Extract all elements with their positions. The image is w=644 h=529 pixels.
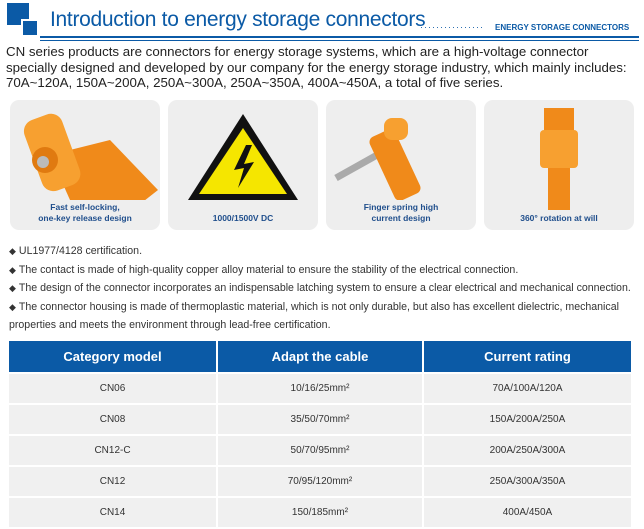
column-header: Category model	[9, 341, 217, 372]
cell-rating: 400A/450A	[423, 498, 631, 527]
cell-cable: 150/185mm²	[218, 498, 422, 527]
header-subtitle: ENERGY STORAGE CONNECTORS	[495, 23, 630, 32]
diamond-bullet-icon: ◆	[9, 301, 16, 312]
cell-model: CN14	[9, 498, 217, 527]
column-header: Adapt the cable	[218, 341, 422, 372]
feature-card-finger-spring: Finger spring high current design	[326, 100, 476, 230]
cell-model: CN08	[9, 405, 217, 434]
feature-card-self-locking: Fast self-locking, one-key release design	[10, 100, 160, 230]
bullet-item: ◆ The design of the connector incorporate…	[9, 279, 639, 298]
cell-model: CN06	[9, 374, 217, 403]
connector-angled-icon	[23, 113, 158, 200]
feature-card-voltage: 1000/1500V DC	[168, 100, 318, 230]
intro-paragraph: CN series products are connectors for en…	[6, 44, 627, 90]
feature-cards: Fast self-locking, one-key release design…	[10, 100, 634, 230]
cell-cable: 35/50/70mm²	[218, 405, 422, 434]
feature-caption: 1000/1500V DC	[212, 213, 274, 223]
cell-rating: 250A/300A/350A	[423, 467, 631, 496]
column-header: Current rating	[423, 341, 631, 372]
table-row: CN08 35/50/70mm² 150A/200A/250A	[9, 405, 631, 434]
header-logo-icon	[7, 3, 43, 41]
header-rule	[40, 36, 639, 38]
feature-card-rotation: 360° rotation at will	[484, 100, 634, 230]
cell-rating: 200A/250A/300A	[423, 436, 631, 465]
feature-caption: one-key release design	[38, 213, 132, 223]
diamond-bullet-icon: ◆	[9, 246, 16, 256]
connector-pin-icon	[334, 118, 421, 200]
cell-cable: 70/95/120mm²	[218, 467, 422, 496]
diamond-bullet-icon: ◆	[9, 264, 16, 275]
spec-table: Category model Adapt the cable Current r…	[7, 339, 633, 529]
bullet-text: The connector housing is made of thermop…	[9, 300, 619, 332]
table-header-row: Category model Adapt the cable Current r…	[9, 341, 631, 372]
cell-rating: 150A/200A/250A	[423, 405, 631, 434]
table-row: CN14 150/185mm² 400A/450A	[9, 498, 631, 527]
feature-bullet-list: ◆ UL1977/4128 certification. ◆ The contact…	[9, 242, 639, 335]
feature-caption: Finger spring high	[363, 202, 439, 212]
bullet-text: The contact is made of high-quality copp…	[18, 263, 519, 276]
feature-caption: current design	[371, 213, 431, 223]
diamond-bullet-icon: ◆	[9, 283, 16, 293]
bullet-item: ◆ The connector housing is made of thermo…	[9, 298, 639, 335]
high-voltage-warning-icon	[188, 114, 298, 200]
feature-caption: 360° rotation at will	[520, 213, 598, 223]
cell-model: CN12	[9, 467, 217, 496]
cell-rating: 70A/100A/120A	[423, 374, 631, 403]
cell-cable: 10/16/25mm²	[218, 374, 422, 403]
cell-cable: 50/70/95mm²	[218, 436, 422, 465]
bullet-item: ◆ The contact is made of high-quality cop…	[9, 261, 639, 280]
bullet-text: UL1977/4128 certification.	[18, 245, 143, 257]
header-rule-thin	[40, 40, 639, 41]
cell-model: CN12-C	[9, 436, 217, 465]
connector-straight-icon	[540, 108, 578, 210]
table-row: CN06 10/16/25mm² 70A/100A/120A	[9, 374, 631, 403]
table-row: CN12 70/95/120mm² 250A/300A/350A	[9, 467, 631, 496]
feature-caption: Fast self-locking,	[50, 202, 120, 212]
header-dots: ················	[420, 22, 484, 32]
bullet-text: The design of the connector incorporates…	[18, 282, 631, 294]
bullet-item: ◆ UL1977/4128 certification.	[9, 242, 639, 261]
table-row: CN12-C 50/70/95mm² 200A/250A/300A	[9, 436, 631, 465]
page-title: Introduction to energy storage connector…	[50, 8, 426, 31]
